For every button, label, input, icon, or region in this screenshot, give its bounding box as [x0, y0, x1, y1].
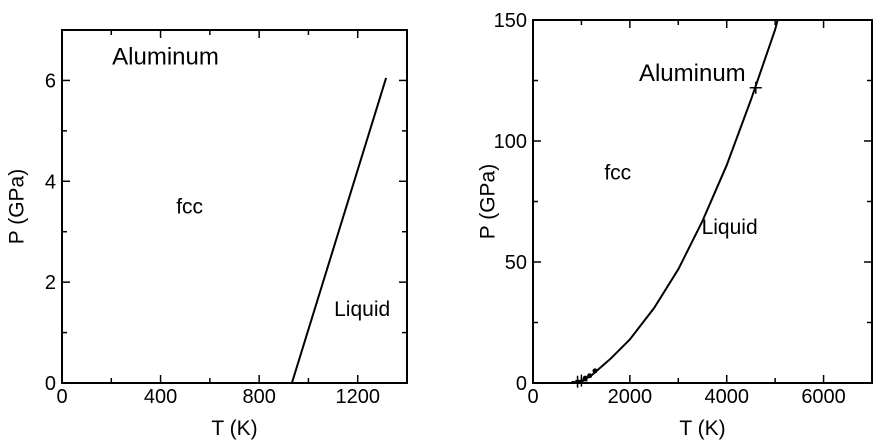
right-x-tick-label: 0 — [527, 386, 538, 408]
right-y-tick-labels: 0 50 100 150 — [494, 10, 527, 395]
right-y-axis-label: P (GPa) — [476, 164, 499, 239]
right-data-marks — [571, 19, 779, 388]
left-y-tick-label: 0 — [45, 373, 56, 395]
right-data-point-plus — [749, 81, 762, 94]
left-melting-curve — [290, 77, 388, 384]
right-y-tick-label: 50 — [505, 252, 527, 274]
left-region-label-fcc: fcc — [176, 196, 203, 219]
right-x-tick-label: 2000 — [608, 386, 653, 408]
left-chart-title: Aluminum — [112, 44, 219, 71]
right-data-point-dot — [592, 368, 598, 374]
right-data-point-dot — [587, 373, 593, 379]
left-y-tick-label: 4 — [45, 171, 56, 193]
left-ticks — [61, 30, 407, 384]
right-region-label-liquid: Liquid — [702, 216, 758, 239]
left-x-tick-label: 800 — [242, 386, 275, 408]
left-x-axis-label: T (K) — [211, 417, 257, 440]
right-melting-curve — [577, 19, 779, 384]
right-y-tick-label: 0 — [516, 373, 527, 395]
left-y-tick-label: 6 — [45, 70, 56, 92]
left-y-tick-labels: 0 2 4 6 — [45, 70, 56, 395]
right-x-tick-labels: 0 2000 4000 6000 — [527, 386, 845, 408]
right-x-tick-label: 6000 — [801, 386, 846, 408]
left-chart: 0 400 800 1200 0 2 4 6 Aluminum fcc Liquid T (… — [5, 29, 408, 440]
left-x-tick-label: 1200 — [335, 386, 380, 408]
left-y-axis-label: P (GPa) — [5, 169, 28, 244]
right-data-point-dot — [582, 375, 588, 381]
left-y-tick-label: 2 — [45, 272, 56, 294]
left-x-tick-labels: 0 400 800 1200 — [56, 386, 380, 408]
right-chart-title: Aluminum — [639, 60, 746, 87]
right-region-label-fcc: fcc — [604, 161, 631, 184]
left-plot-frame — [61, 29, 408, 384]
left-data-marks — [290, 77, 388, 384]
right-y-tick-label: 150 — [494, 10, 527, 32]
right-y-tick-label: 100 — [494, 131, 527, 153]
left-region-label-liquid: Liquid — [334, 298, 390, 321]
right-x-axis-label: T (K) — [679, 417, 725, 440]
right-chart: 0 2000 4000 6000 0 50 100 150 Aluminum fcc Liq… — [476, 10, 873, 440]
left-x-tick-label: 0 — [56, 386, 67, 408]
left-x-tick-label: 400 — [144, 386, 177, 408]
right-x-tick-label: 4000 — [704, 386, 749, 408]
